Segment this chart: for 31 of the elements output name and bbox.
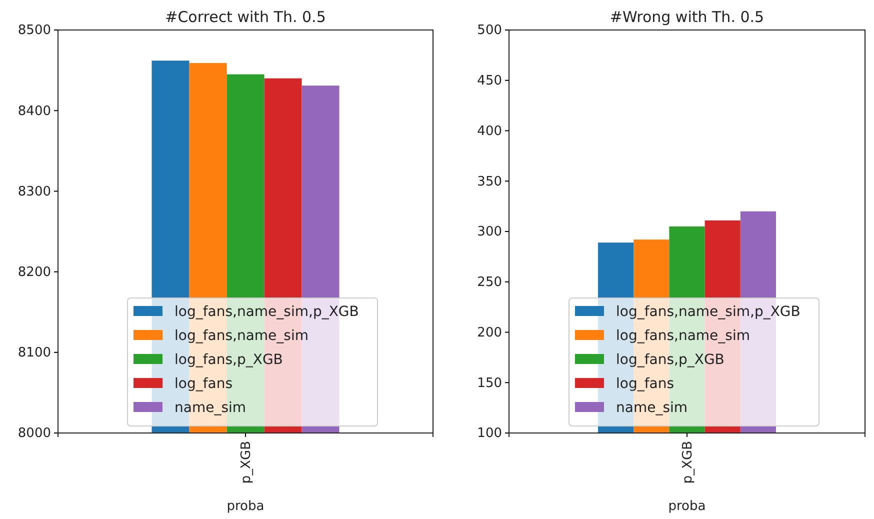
legend-label: log_fans,name_sim,p_XGB	[174, 304, 359, 320]
y-tick-label: 300	[477, 224, 502, 240]
legend-label: log_fans,name_sim	[174, 328, 308, 344]
y-tick-label: 250	[477, 275, 502, 290]
y-tick-label: 8300	[18, 184, 51, 200]
x-axis-title: proba	[226, 499, 264, 514]
legend-label: log_fans,p_XGB	[174, 352, 283, 368]
y-tick-label: 8500	[18, 23, 51, 38]
y-tick-label: 100	[477, 426, 502, 442]
y-tick-label: 8100	[18, 346, 51, 361]
y-tick-label: 150	[477, 376, 502, 391]
legend-label: name_sim	[174, 400, 246, 416]
y-tick-label: 8400	[18, 104, 51, 119]
y-tick-label: 450	[477, 74, 502, 89]
legend-label: name_sim	[616, 400, 688, 416]
y-tick-label: 350	[477, 174, 502, 190]
legend-label: log_fans,p_XGB	[616, 352, 724, 368]
legend-label: log_fans	[174, 376, 233, 392]
y-tick-label: 400	[477, 124, 502, 139]
y-tick-label: 8000	[18, 426, 51, 442]
x-tick-label: p_XGB	[239, 441, 254, 484]
legend-label: log_fans,name_sim,p_XGB	[616, 304, 800, 320]
y-tick-label: 200	[477, 325, 502, 340]
chart-title: #Correct with Th. 0.5	[165, 8, 326, 26]
legend-label: log_fans	[616, 376, 674, 392]
x-axis-title: proba	[668, 499, 706, 514]
chart-title: #Wrong with Th. 0.5	[610, 8, 764, 26]
legend-label: log_fans,name_sim	[616, 328, 750, 344]
x-tick-label: p_XGB	[680, 441, 696, 484]
y-tick-label: 8200	[18, 264, 51, 280]
y-tick-label: 500	[477, 23, 502, 38]
